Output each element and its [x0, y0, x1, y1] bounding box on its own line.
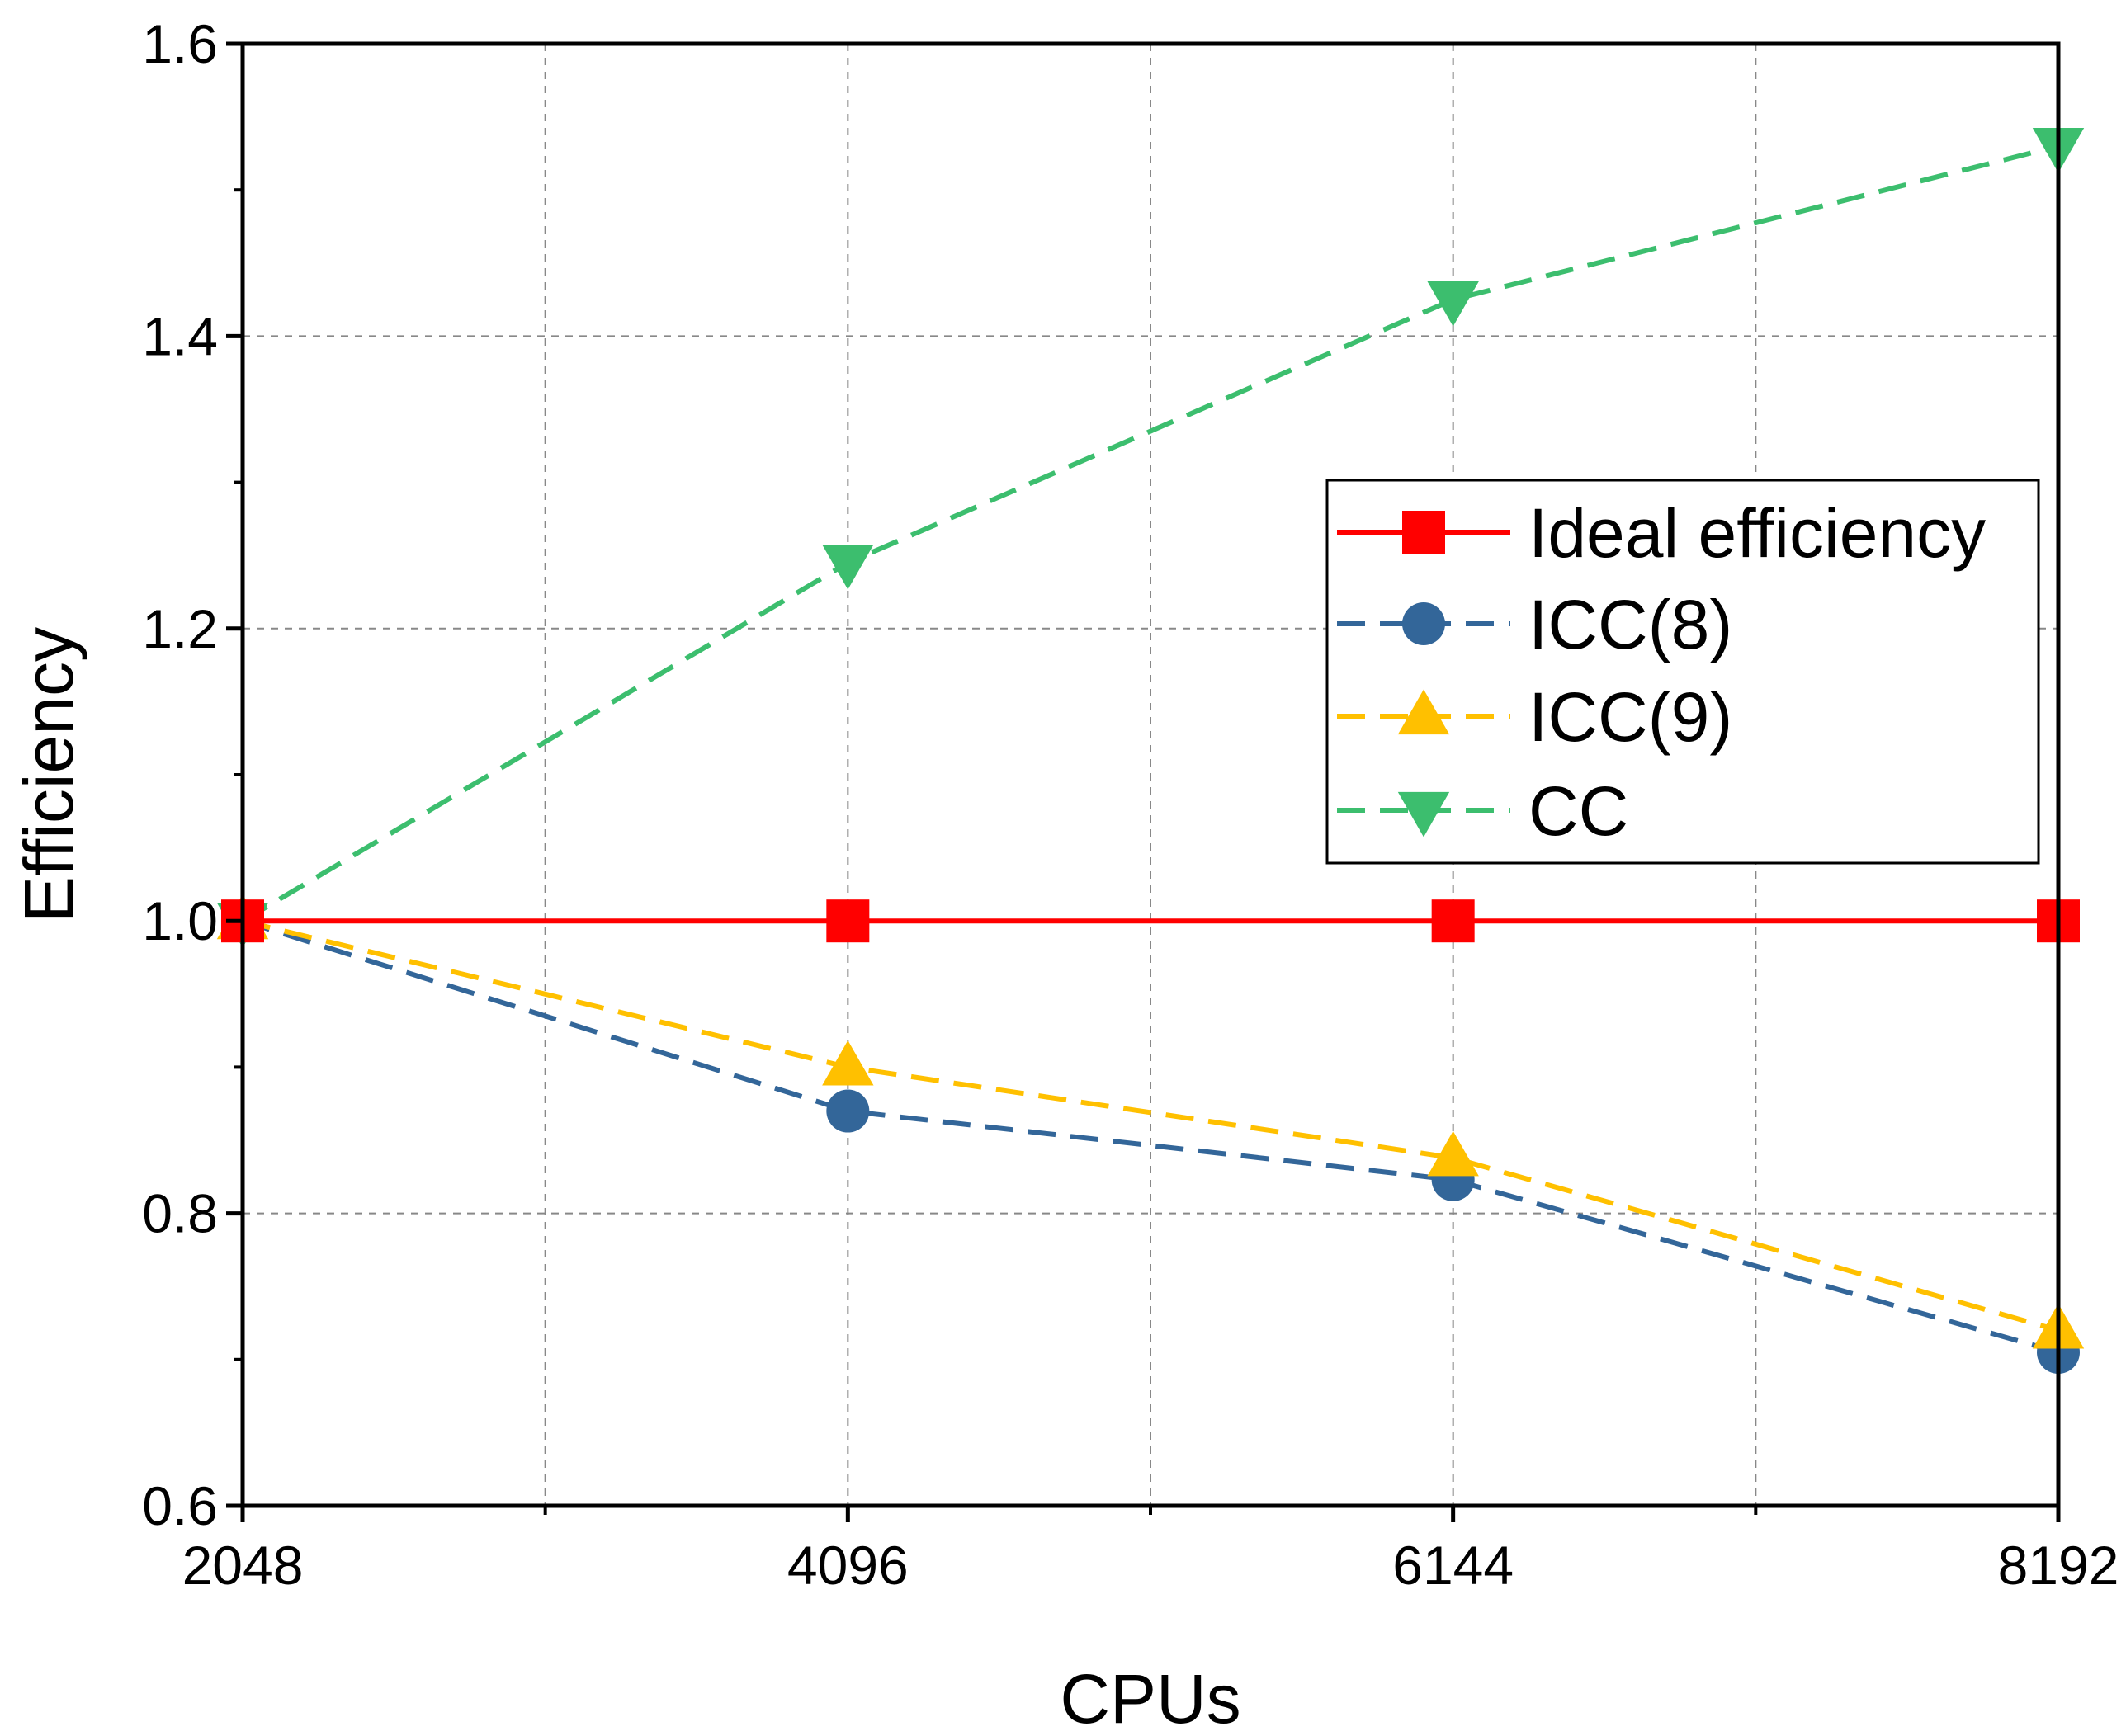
- ticks: 0.6 0.8 1.0 1.2 1.4 1.6 2048 4096 6144 8192: [142, 13, 2119, 1596]
- y-tick-label: 0.8: [142, 1183, 218, 1244]
- y-tick-label: 1.4: [142, 305, 218, 366]
- legend-marker-icc-9: [1397, 689, 1450, 735]
- legend-item-icc-8: ICC(8): [1337, 586, 1732, 663]
- legend-marker-ideal-efficiency: [1402, 511, 1445, 554]
- y-tick-label: 1.2: [142, 598, 218, 659]
- y-axis-title: Efficiency: [10, 627, 87, 922]
- legend-item-cc: CC: [1337, 772, 1628, 850]
- y-tick-label: 1.0: [142, 890, 218, 951]
- data-point-icc-9: [1427, 1130, 1479, 1177]
- legend-item-ideal-efficiency: Ideal efficiency: [1337, 494, 1986, 572]
- legend-label-icc-9: ICC(9): [1528, 678, 1732, 756]
- legend-box: [1325, 479, 2040, 865]
- x-tick-label: 6144: [1392, 1535, 1514, 1596]
- x-tick-label: 2048: [182, 1535, 304, 1596]
- legend-marker-icc-8: [1402, 602, 1445, 645]
- series-line-cc: [241, 144, 2059, 923]
- data-point-icc-9: [822, 1040, 874, 1086]
- data-point-icc-8: [826, 1089, 870, 1133]
- data-point-cc: [822, 544, 874, 590]
- x-tick-label: 8192: [1998, 1535, 2119, 1596]
- y-tick-label: 0.6: [142, 1475, 218, 1536]
- legend-label-ideal-efficiency: Ideal efficiency: [1528, 494, 1986, 572]
- series-line-icc-8: [242, 918, 2059, 1355]
- data-point-ideal-efficiency: [826, 899, 870, 943]
- y-tick-label: 1.6: [142, 13, 218, 74]
- x-axis-title: CPUs: [1060, 1660, 1240, 1736]
- legend-label-icc-8: ICC(8): [1528, 586, 1732, 663]
- legend-item-icc-9: ICC(9): [1337, 678, 1732, 756]
- data-point-ideal-efficiency: [1431, 899, 1475, 943]
- x-tick-label: 4096: [787, 1535, 909, 1596]
- legend-label-cc: CC: [1528, 772, 1628, 850]
- legend-marker-cc: [1397, 791, 1450, 837]
- legend: Ideal efficiency ICC(8) ICC(9) CC: [1325, 479, 2040, 865]
- series-line-icc-9: [242, 918, 2059, 1333]
- data-point-cc: [1427, 281, 1479, 327]
